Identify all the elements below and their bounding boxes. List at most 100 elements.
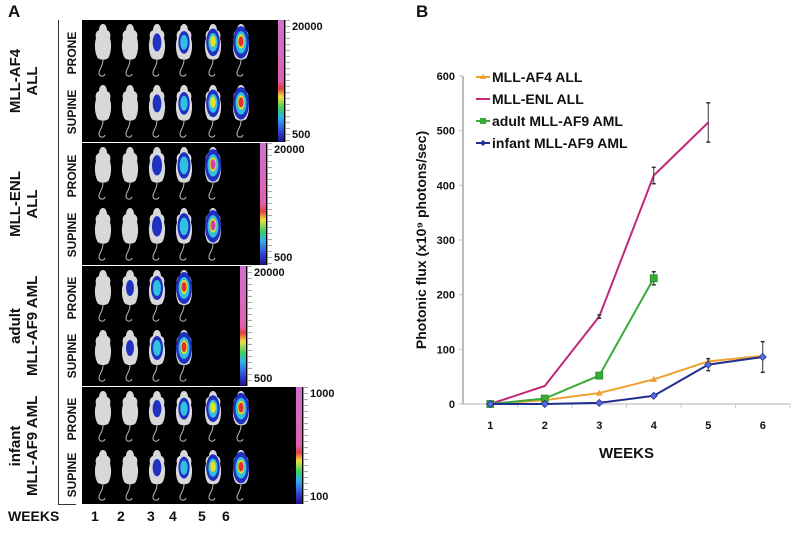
x-tick-label: 4: [651, 420, 658, 432]
data-point: [650, 375, 658, 382]
mouse-image: [175, 85, 193, 138]
group-label: infant MLL-AF9 AML: [7, 395, 41, 496]
legend-entry-label: adult MLL-AF9 AML: [492, 113, 623, 129]
mouse-image: [148, 208, 166, 261]
y-tick-label: 100: [437, 344, 455, 356]
group-label-line2: MLL-AF9 AML: [24, 395, 41, 496]
colorbar-min-label: 500: [292, 129, 311, 141]
mouse-image: [204, 208, 222, 261]
pose-label-supine: SUPINE: [65, 452, 79, 498]
colorbar-max-label: 1000: [310, 388, 335, 400]
mouse-image: [175, 270, 193, 322]
mouse-image: [175, 147, 193, 200]
mouse-image: [148, 24, 166, 77]
data-point: [595, 398, 604, 407]
colorbar-max-label: 20000: [274, 144, 305, 156]
x-tick-label: 5: [705, 420, 711, 432]
week-number: 5: [198, 508, 206, 524]
mouse-image: [175, 390, 193, 442]
group-label-line1: MLL-AF4: [7, 48, 24, 114]
legend-entry-label: MLL-AF4 ALL: [492, 69, 583, 85]
group-divider-line: [58, 20, 59, 504]
week-number: 4: [169, 508, 177, 524]
mouse-image: [204, 147, 222, 200]
mouse-image: [148, 270, 166, 322]
colorbar-max-label: 20000: [292, 21, 323, 33]
data-point: [649, 274, 658, 283]
data-point: [704, 360, 713, 369]
mouse-image: [232, 390, 250, 442]
mouse-image: [204, 390, 222, 442]
mouse-image: [175, 208, 193, 261]
pose-label-prone: PRONE: [65, 277, 79, 320]
pose-label-supine: SUPINE: [65, 333, 79, 379]
data-point: [540, 399, 549, 409]
data-point: [544, 385, 546, 387]
mouse-image: [232, 449, 250, 501]
colorbar-ticks: [303, 387, 308, 504]
mouse-image: [94, 208, 112, 261]
photonic-flux-chart: 0 100 200 300 400 500 600 1 2 3 4 5 6 WEEKS Photonic f…: [413, 69, 791, 462]
group-label: adult MLL-AF9 AML: [7, 276, 41, 376]
legend-entry-label: infant MLL-AF9 AML: [492, 135, 628, 151]
x-tick-label: 2: [542, 420, 548, 432]
data-point: [649, 391, 658, 400]
y-tick-label: 300: [437, 235, 455, 247]
bioluminescence-image-block: [82, 387, 304, 504]
legend-marker: [480, 118, 486, 124]
colorbar-ticks: [247, 266, 252, 386]
group-label-line2: ALL: [24, 189, 41, 219]
panel-a-imaging: A MLL-AF4 ALL PRONE SUPINE 20000 500 MLL-ENL AL…: [0, 0, 400, 528]
mouse-image: [232, 24, 250, 77]
mouse-image: [94, 270, 112, 322]
mouse-image: [148, 147, 166, 200]
mouse-image: [121, 270, 139, 322]
group-label-line1: adult: [7, 308, 24, 344]
mouse-image: [94, 85, 112, 138]
pose-label-supine: SUPINE: [65, 89, 79, 134]
mouse-image: [94, 449, 112, 501]
colorbar: [278, 20, 284, 142]
mouse-image: [94, 24, 112, 77]
pose-label-prone: PRONE: [65, 31, 79, 75]
y-tick-label: 200: [437, 290, 455, 302]
colorbar-min-label: 500: [274, 252, 293, 264]
colorbar-ticks: [267, 143, 272, 265]
colorbar-min-label: 500: [254, 373, 273, 385]
data-point: [758, 352, 767, 362]
mouse-image: [121, 24, 139, 77]
mouse-image: [121, 147, 139, 200]
week-number: 3: [147, 508, 155, 524]
y-tick-label: 600: [437, 71, 455, 83]
y-tick-label: 0: [449, 399, 455, 411]
x-tick-label: 1: [487, 420, 493, 432]
data-point: [707, 121, 709, 123]
panel-b-letter: B: [416, 2, 429, 21]
panel-a-letter: A: [8, 2, 21, 21]
x-axis-label: WEEKS: [599, 445, 654, 462]
y-tick-label: 400: [437, 180, 455, 192]
mouse-image: [204, 24, 222, 77]
mouse-image: [232, 85, 250, 138]
group-label: MLL-ENL ALL: [7, 154, 41, 254]
colorbar: [260, 143, 266, 265]
mouse-image: [148, 390, 166, 442]
group-label-line2: MLL-AF9 AML: [24, 275, 41, 376]
mouse-image: [148, 449, 166, 501]
group-label-line1: infant: [7, 425, 24, 466]
week-number: 6: [222, 508, 230, 524]
series-line-3: [490, 355, 763, 405]
group-label-line1: MLL-ENL: [7, 171, 24, 237]
week-number: 2: [117, 508, 125, 524]
x-tick-label: 3: [596, 420, 602, 432]
colorbar-min-label: 100: [310, 491, 329, 503]
week-number: 1: [91, 508, 99, 524]
group-label-line2: ALL: [24, 66, 41, 96]
series-line-2: [490, 277, 655, 405]
mouse-image: [121, 449, 139, 501]
series-line-1: [489, 121, 709, 405]
y-axis-label: Photonic flux (x10⁹ photons/sec): [413, 131, 429, 349]
bioluminescence-image-block: [82, 143, 268, 265]
pose-label-prone: PRONE: [65, 154, 79, 198]
data-point: [595, 371, 604, 380]
